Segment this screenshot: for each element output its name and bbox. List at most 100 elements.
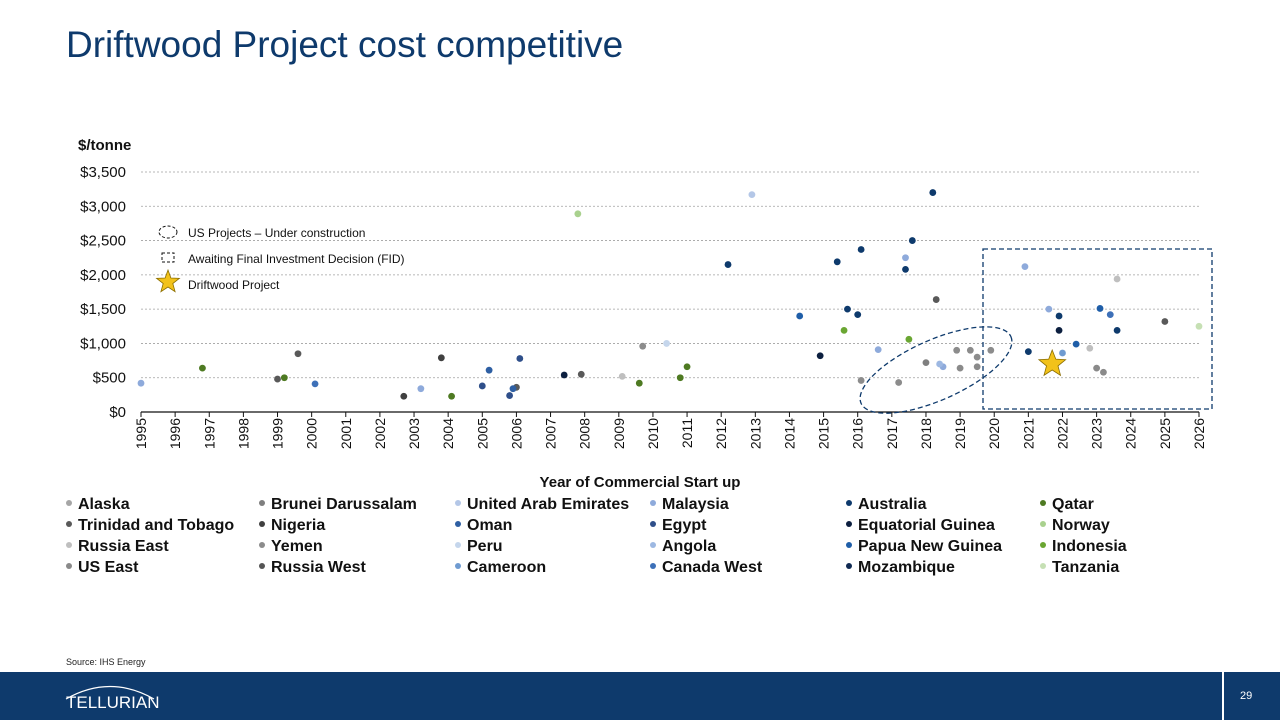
data-point: [905, 335, 913, 343]
data-point: [1113, 327, 1121, 334]
footer-bar: [0, 672, 1280, 720]
legend-dot-icon: [259, 520, 265, 527]
x-tick-label: 2012: [713, 418, 729, 449]
data-point: [516, 355, 524, 362]
legend-dot-icon: [259, 541, 265, 548]
legend-label: Trinidad and Tobago: [78, 517, 235, 534]
data-point: [506, 392, 513, 399]
legend-dot-icon: [846, 562, 852, 569]
legend-dot-icon: [1040, 499, 1046, 506]
legend-dot-icon: [650, 499, 656, 506]
x-tick-label: 2009: [611, 418, 627, 449]
legend-label: Canada West: [662, 559, 763, 576]
legend-dot-icon: [455, 541, 461, 548]
x-tick-label: 2015: [816, 418, 832, 449]
x-tick-label: 2022: [1054, 418, 1070, 449]
legend-label: Russia West: [271, 559, 366, 576]
y-tick-label: $1,000: [80, 335, 126, 352]
legend-item: Russia West: [259, 559, 366, 577]
footer-divider: [1222, 672, 1224, 720]
legend-label: United Arab Emirates: [467, 496, 630, 513]
data-point: [854, 311, 862, 319]
data-point: [874, 346, 882, 353]
legend-label: Cameroon: [467, 559, 547, 576]
data-point: [1086, 344, 1094, 352]
data-point: [437, 354, 445, 362]
legend-label: Oman: [467, 517, 513, 534]
x-tick-label: 2008: [577, 418, 593, 449]
legend-dot-icon: [846, 541, 852, 548]
y-tick-label: $1,500: [80, 301, 126, 318]
legend-label: Tanzania: [1052, 559, 1120, 576]
x-tick-label: 2001: [338, 418, 354, 449]
x-tick-label: 2024: [1123, 418, 1139, 449]
legend-item: Malaysia: [650, 496, 729, 514]
data-point: [857, 246, 865, 253]
x-tick-label: 2003: [406, 418, 422, 449]
legend-dot-icon: [650, 562, 656, 569]
legend-label: Mozambique: [858, 559, 955, 576]
legend-item: Mozambique: [846, 559, 955, 577]
data-point: [1161, 318, 1169, 325]
data-point: [1106, 311, 1114, 319]
legend-label: Yemen: [271, 538, 323, 555]
legend-item: Yemen: [259, 538, 323, 556]
legend-label: Equatorial Guinea: [858, 517, 995, 534]
us-projects-label: US Projects – Under construction: [188, 226, 365, 240]
data-point: [895, 379, 903, 386]
data-point: [294, 350, 302, 358]
legend-dot-icon: [1040, 520, 1046, 527]
data-point: [1113, 275, 1121, 283]
data-point: [929, 189, 937, 196]
page-number: 29: [1240, 690, 1253, 702]
legend-dot-icon: [455, 562, 461, 569]
data-point: [274, 375, 281, 383]
legend-item: Tanzania: [1040, 559, 1119, 577]
legend-item: Russia East: [66, 538, 169, 556]
data-point: [1055, 327, 1063, 334]
legend-item: Oman: [455, 517, 512, 535]
awaiting-fid-box: [982, 248, 1213, 410]
legend-dot-icon: [259, 562, 265, 569]
legend-item: Papua New Guinea: [846, 538, 1002, 556]
data-point: [478, 382, 486, 390]
x-tick-label: 2014: [781, 418, 797, 449]
legend-dot-icon: [650, 541, 656, 548]
data-point: [1096, 305, 1104, 312]
legend-label: Russia East: [78, 538, 169, 555]
legend-dot-icon: [1040, 541, 1046, 548]
legend-row: Alaska Brunei Darussalam United Arab Emira…: [66, 496, 1206, 517]
x-tick-label: 2020: [986, 418, 1002, 449]
x-tick-label: 2013: [747, 418, 763, 449]
data-point: [966, 346, 974, 354]
x-tick-label: 2011: [679, 418, 695, 448]
legend-dot-icon: [455, 520, 461, 527]
x-tick-label: 2002: [372, 418, 388, 449]
data-point: [936, 360, 944, 368]
legend-dot-icon: [455, 499, 461, 506]
legend-row: Trinidad and Tobago Nigeria Oman Egypt Equat…: [66, 517, 1206, 538]
legend-dot-icon: [259, 499, 265, 506]
legend-dot-icon: [650, 520, 656, 527]
logo-arc-icon: [65, 685, 155, 700]
x-tick-label: 2018: [918, 418, 934, 449]
legend-dot-icon: [846, 520, 852, 527]
data-point: [844, 305, 851, 313]
awaiting-fid-label: Awaiting Final Investment Decision (FID): [188, 252, 405, 266]
y-tick-label: $2,000: [80, 267, 126, 284]
data-point: [724, 261, 732, 268]
data-point: [676, 374, 684, 382]
legend-label: Peru: [467, 538, 503, 555]
tellurian-logo: TELLURIAN: [66, 693, 160, 712]
driftwood-star-icon: [1037, 348, 1067, 377]
data-point: [1072, 340, 1080, 348]
data-point: [1024, 348, 1032, 356]
legend-item: Angola: [650, 538, 716, 556]
legend-item: Canada West: [650, 559, 762, 577]
source-note: Source: IHS Energy: [66, 657, 146, 667]
data-point: [448, 392, 455, 400]
legend-label: Australia: [858, 496, 927, 513]
legend-label: Alaska: [78, 496, 130, 513]
data-point: [618, 372, 626, 380]
x-tick-label: 2010: [645, 418, 661, 449]
